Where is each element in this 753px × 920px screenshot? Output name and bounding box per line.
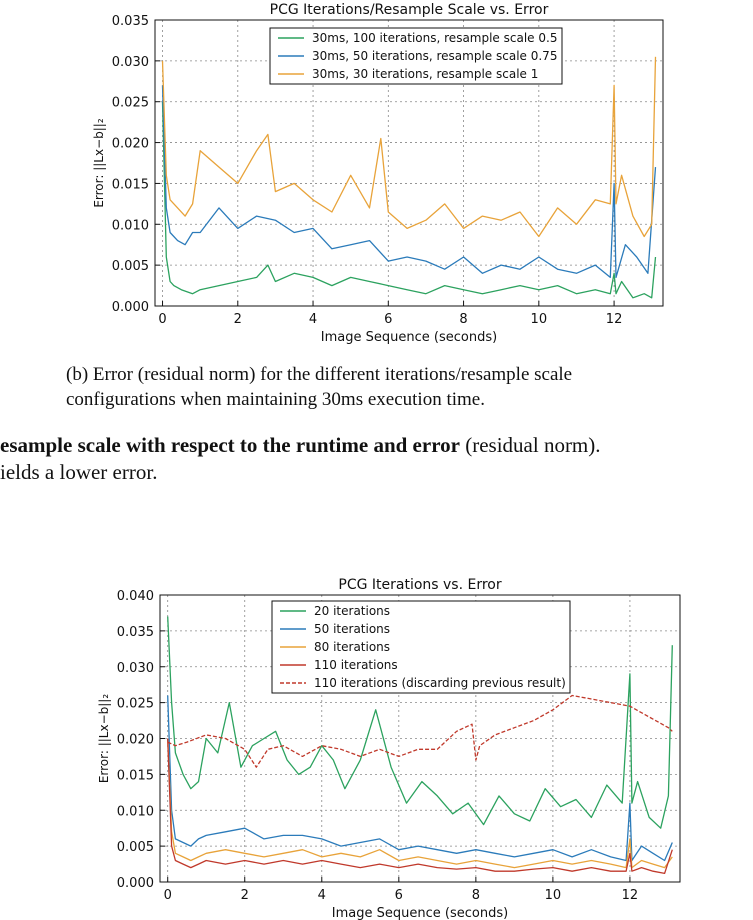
legend-entry: 80 iterations xyxy=(314,640,390,654)
y-tick-label: 0.015 xyxy=(117,768,154,783)
x-axis-label: Image Sequence (seconds) xyxy=(332,906,508,920)
y-axis-label: Error: ||Lx−b||₂ xyxy=(92,118,106,208)
body-text-bold: esample scale with respect to the runtim… xyxy=(0,433,460,457)
x-tick-label: 10 xyxy=(545,888,562,903)
y-tick-label: 0.000 xyxy=(112,300,149,315)
y-tick-label: 0.000 xyxy=(117,876,154,891)
y-axis-label: Error: ||Lx−b||₂ xyxy=(97,694,111,784)
series-line-4 xyxy=(167,738,673,875)
x-axis-label: Image Sequence (seconds) xyxy=(321,330,497,345)
legend-box xyxy=(269,27,563,85)
bottom-figure: 0 2 4 6 8 10 12 0.000 0.005 0.010 0.015 0.020 0.025 0… xyxy=(0,572,753,920)
x-tick-label: 12 xyxy=(606,312,623,327)
x-tick-label: 0 xyxy=(158,312,166,327)
x-tick-label: 2 xyxy=(234,312,242,327)
y-tick-label: 0.010 xyxy=(112,218,149,233)
legend-entry: 50 iterations xyxy=(314,622,390,636)
y-tick-label: 0.040 xyxy=(117,589,154,604)
x-tick-label: 6 xyxy=(384,312,392,327)
legend-entry: 20 iterations xyxy=(314,604,390,618)
y-tick-label: 0.020 xyxy=(117,733,154,748)
series-line-5 xyxy=(167,694,673,768)
y-tick-label: 0.010 xyxy=(117,804,154,819)
x-tick-label: 4 xyxy=(309,312,317,327)
legend-entry: 30ms, 100 iterations, resample scale 0.5 xyxy=(312,31,557,45)
series-line-3 xyxy=(167,738,673,869)
legend-entry: 30ms, 30 iterations, resample scale 1 xyxy=(312,67,538,81)
legend-entry: 110 iterations xyxy=(314,658,398,672)
top-figure: 0 2 4 6 8 10 12 0.000 0.005 0.010 0.015 0.020 0.025 0… xyxy=(0,0,753,352)
series-line-3 xyxy=(161,56,657,238)
y-tick-label: 0.030 xyxy=(117,661,154,676)
y-tick-label: 0.025 xyxy=(112,96,149,111)
body-text-rest: (residual norm). xyxy=(459,433,601,457)
body-text-line-1: esample scale with respect to the runtim… xyxy=(0,432,601,458)
y-tick-label: 0.035 xyxy=(117,625,154,640)
legend-entry: 30ms, 50 iterations, resample scale 0.75 xyxy=(312,49,557,63)
x-tick-label: 4 xyxy=(318,888,326,903)
legend: 20 iterations 50 iterations 80 iterations 1… xyxy=(271,600,571,694)
y-tick-label: 0.005 xyxy=(117,840,154,855)
plot-frame xyxy=(154,19,664,307)
series-line-1 xyxy=(167,616,673,829)
x-tick-label: 8 xyxy=(472,888,480,903)
y-tick-label: 0.035 xyxy=(112,14,149,29)
x-tick-label: 2 xyxy=(241,888,249,903)
caption-line-1: (b) Error (residual norm) for the differ… xyxy=(66,364,573,385)
caption-line-2: configurations when maintaining 30ms exe… xyxy=(66,389,485,410)
y-tick-label: 0.030 xyxy=(112,55,149,70)
x-tick-label: 12 xyxy=(622,888,639,903)
legend: 30ms, 100 iterations, resample scale 0.5… xyxy=(269,27,563,85)
body-text-line-2: ields a lower error. xyxy=(0,460,158,484)
series-line-2 xyxy=(161,85,657,279)
series-line-2 xyxy=(167,695,673,862)
top-chart: 0 2 4 6 8 10 12 0.000 0.005 0.010 0.015 0.020 0.025 0… xyxy=(92,2,664,345)
legend-box xyxy=(271,600,571,694)
x-tick-label: 0 xyxy=(164,888,172,903)
series-line-1 xyxy=(161,101,657,299)
x-tick-label: 10 xyxy=(531,312,548,327)
figure-caption: (b) Error (residual norm) for the differ… xyxy=(66,362,726,412)
y-tick-label: 0.025 xyxy=(117,697,154,712)
y-tick-label: 0.020 xyxy=(112,137,149,152)
legend-entry: 110 iterations (discarding previous resu… xyxy=(314,676,566,690)
y-tick-label: 0.005 xyxy=(112,259,149,274)
chart-title: PCG Iterations vs. Error xyxy=(338,577,501,593)
y-tick-label: 0.015 xyxy=(112,177,149,192)
chart-title: PCG Iterations/Resample Scale vs. Error xyxy=(270,2,549,18)
x-tick-label: 8 xyxy=(459,312,467,327)
bottom-chart: 0 2 4 6 8 10 12 0.000 0.005 0.010 0.015 0.020 0.025 0… xyxy=(97,577,681,920)
x-tick-label: 6 xyxy=(395,888,403,903)
